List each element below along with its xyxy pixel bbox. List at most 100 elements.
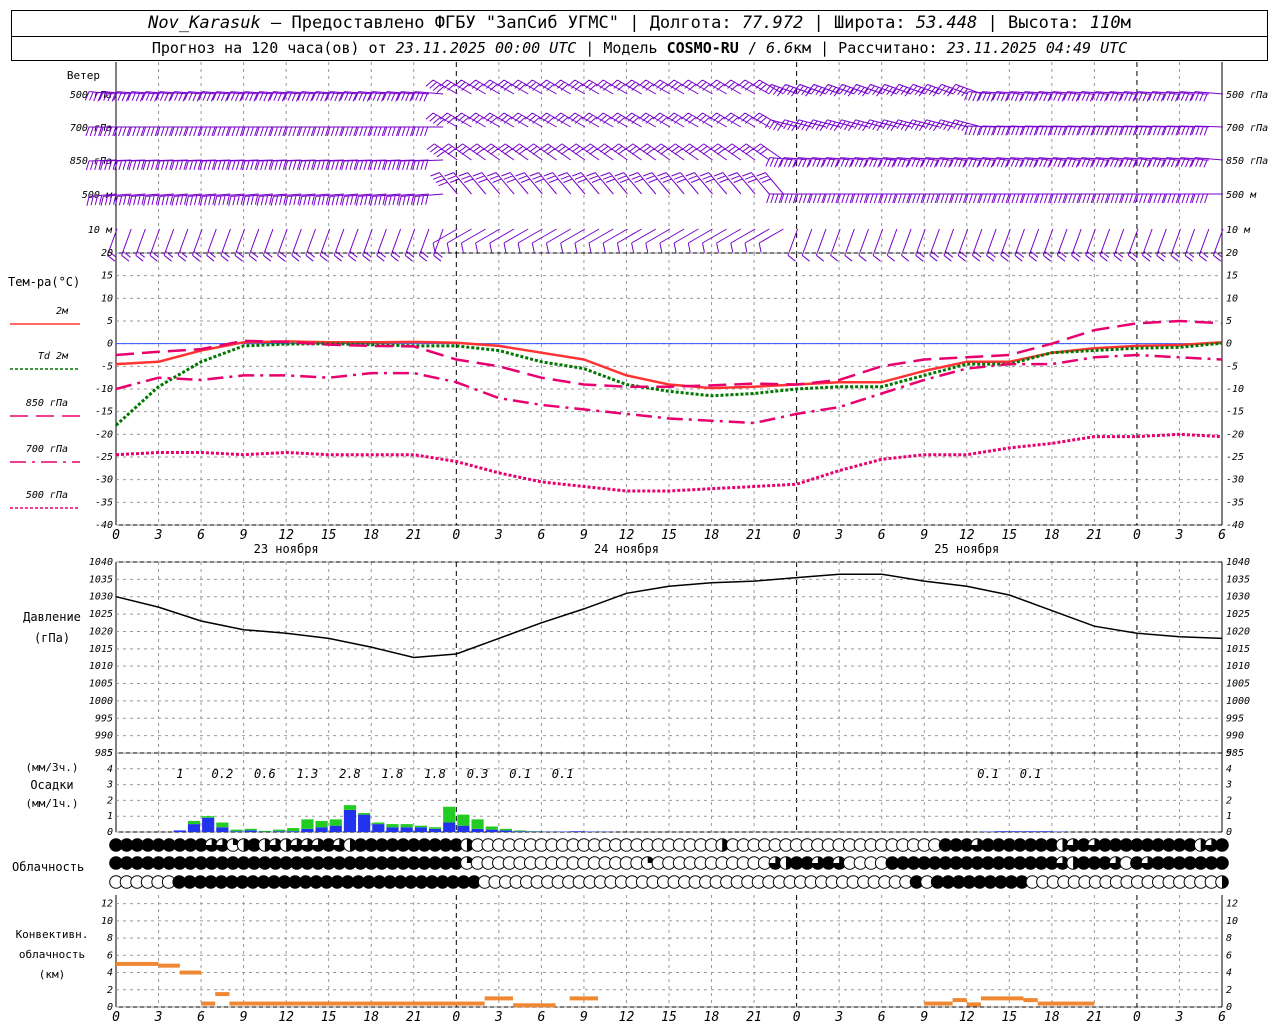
conv-bar bbox=[179, 970, 202, 975]
x-tick-label: 0 bbox=[112, 528, 120, 543]
y-tick-label: 1005 bbox=[89, 679, 113, 690]
precip-bar-liquid bbox=[443, 822, 456, 832]
x-tick-label-bottom: 0 bbox=[452, 1010, 460, 1024]
y-tick-label: 1020 bbox=[89, 626, 113, 637]
latitude-value: 53.448 bbox=[915, 13, 978, 33]
y-tick-label: -25 bbox=[95, 452, 113, 463]
cloud-icon-three-quarter bbox=[1141, 856, 1154, 870]
precip-bar-liquid bbox=[996, 831, 1009, 832]
x-tick-label: 6 bbox=[537, 528, 545, 543]
header-sep-1: – Предоставлено ФГБУ "ЗапСиб УГМС" | Дол… bbox=[260, 13, 742, 33]
wind-level-label-right: 500 гПа bbox=[1226, 90, 1268, 101]
y-tick-label: 1015 bbox=[89, 644, 113, 655]
y-tick-label: 990 bbox=[1226, 731, 1244, 742]
y-tick-label: 1025 bbox=[89, 609, 113, 620]
precip-bar-liquid bbox=[372, 824, 385, 832]
y-tick-label: 5 bbox=[107, 316, 113, 327]
wind-barb-row bbox=[85, 143, 1224, 171]
resolution-unit: км bbox=[793, 39, 812, 57]
y-tick-label: 5 bbox=[1226, 748, 1232, 759]
x-tick-label: 3 bbox=[834, 528, 843, 543]
y-tick-label: 1040 bbox=[1226, 557, 1250, 568]
y-tick-label: 1035 bbox=[89, 574, 113, 585]
y-tick-label: 1035 bbox=[1226, 574, 1250, 585]
x-tick-label-bottom: 12 bbox=[278, 1010, 294, 1024]
conv-bar bbox=[229, 1001, 485, 1006]
y-tick-label: -15 bbox=[95, 407, 113, 418]
x-tick-label: 15 bbox=[661, 528, 677, 543]
y-tick-label: 1 bbox=[107, 811, 113, 822]
longitude-value: 77.972 bbox=[741, 13, 804, 33]
precip-bar-liquid bbox=[1010, 831, 1023, 832]
x-tick-label-bottom: 15 bbox=[321, 1010, 337, 1024]
precip-bar-solid bbox=[372, 822, 385, 825]
y-tick-label: 6 bbox=[107, 950, 113, 961]
precip-bar-liquid bbox=[230, 831, 243, 832]
conv-bar bbox=[966, 1002, 981, 1007]
x-tick-label: 12 bbox=[619, 528, 635, 543]
precip-bar-liquid bbox=[485, 829, 498, 832]
x-tick-label-bottom: 15 bbox=[1001, 1010, 1017, 1024]
wind-title: Ветер bbox=[67, 69, 100, 82]
y-tick-label: 1015 bbox=[1226, 644, 1250, 655]
conv-unit: (км) bbox=[39, 968, 66, 981]
precip-total-label: 1 bbox=[176, 767, 183, 781]
precip-bar-solid bbox=[301, 819, 314, 829]
y-tick-label: 2 bbox=[1226, 795, 1232, 806]
cloud-icon-three-quarter bbox=[832, 856, 846, 870]
cloud-icon-three-quarter bbox=[1109, 856, 1122, 870]
cloud-icon-three-quarter bbox=[333, 838, 346, 852]
y-tick-label: 1000 bbox=[1226, 696, 1250, 707]
cloud-title: Облачность bbox=[12, 860, 84, 874]
precip-total-label: 0.2 bbox=[212, 767, 234, 781]
y-tick-label: 15 bbox=[1226, 271, 1238, 282]
precip-total-label: 0.1 bbox=[509, 767, 531, 781]
x-tick-label-bottom: 9 bbox=[240, 1010, 248, 1024]
x-tick-label-bottom: 3 bbox=[834, 1010, 843, 1024]
y-tick-label: 12 bbox=[1226, 899, 1238, 910]
x-tick-label: 18 bbox=[363, 528, 379, 543]
x-tick-label: 6 bbox=[197, 528, 205, 543]
x-tick-label-bottom: 9 bbox=[580, 1010, 588, 1024]
x-tick-label-bottom: 18 bbox=[1044, 1010, 1060, 1024]
precip-bar-liquid bbox=[173, 830, 186, 832]
x-tick-label: 21 bbox=[406, 528, 422, 543]
precip-bar-solid bbox=[443, 806, 456, 823]
x-tick-label-bottom: 6 bbox=[197, 1010, 205, 1024]
y-tick-label: 1010 bbox=[89, 661, 113, 672]
precip-bar-liquid bbox=[301, 828, 314, 832]
cloud-icon-three-quarter bbox=[1205, 838, 1218, 852]
legend-label: Td 2м bbox=[38, 351, 69, 362]
precip-bar-liquid bbox=[514, 831, 527, 832]
precip-bar-solid bbox=[386, 824, 399, 828]
y-tick-label: 20 bbox=[1226, 248, 1238, 259]
precip-bar-liquid bbox=[570, 831, 583, 832]
model-name: COSMO-RU bbox=[666, 39, 739, 57]
x-tick-label-bottom: 12 bbox=[959, 1010, 975, 1024]
y-tick-label: 1030 bbox=[1226, 592, 1250, 603]
precip-total-label: 0.3 bbox=[467, 767, 489, 781]
altitude-unit: м bbox=[1120, 13, 1131, 33]
precip-bar-liquid bbox=[202, 817, 215, 832]
cloud-icon-three-quarter bbox=[301, 838, 314, 852]
forecast-label: Прогноз на 120 часа(ов) от bbox=[151, 39, 396, 57]
y-tick-label: 0 bbox=[107, 339, 113, 350]
x-tick-label-bottom: 9 bbox=[920, 1010, 928, 1024]
y-tick-label: 3 bbox=[1225, 780, 1232, 791]
y-tick-label: 10 bbox=[101, 293, 113, 304]
precip-bar-solid bbox=[315, 820, 328, 828]
y-tick-label: -25 bbox=[1226, 452, 1244, 463]
wind-barbs bbox=[84, 79, 1224, 262]
y-tick-label: 1025 bbox=[1226, 609, 1250, 620]
precip-unit-1h: (мм/1ч.) bbox=[26, 797, 79, 810]
y-tick-label: 0 bbox=[1226, 1002, 1232, 1013]
init-time: 23.11.2025 00:00 UTC bbox=[395, 39, 577, 57]
wind-level-label: 700 гПа bbox=[70, 123, 112, 134]
cloud-icon-three-quarter bbox=[311, 838, 325, 852]
y-tick-label: 8 bbox=[1226, 933, 1232, 944]
series-td2m bbox=[114, 341, 1223, 427]
x-tick-label: 0 bbox=[1133, 528, 1141, 543]
conv-title-2: облачность bbox=[19, 948, 85, 961]
calc-label: | Рассчитано: bbox=[811, 39, 947, 57]
y-tick-label: -20 bbox=[1226, 429, 1244, 440]
